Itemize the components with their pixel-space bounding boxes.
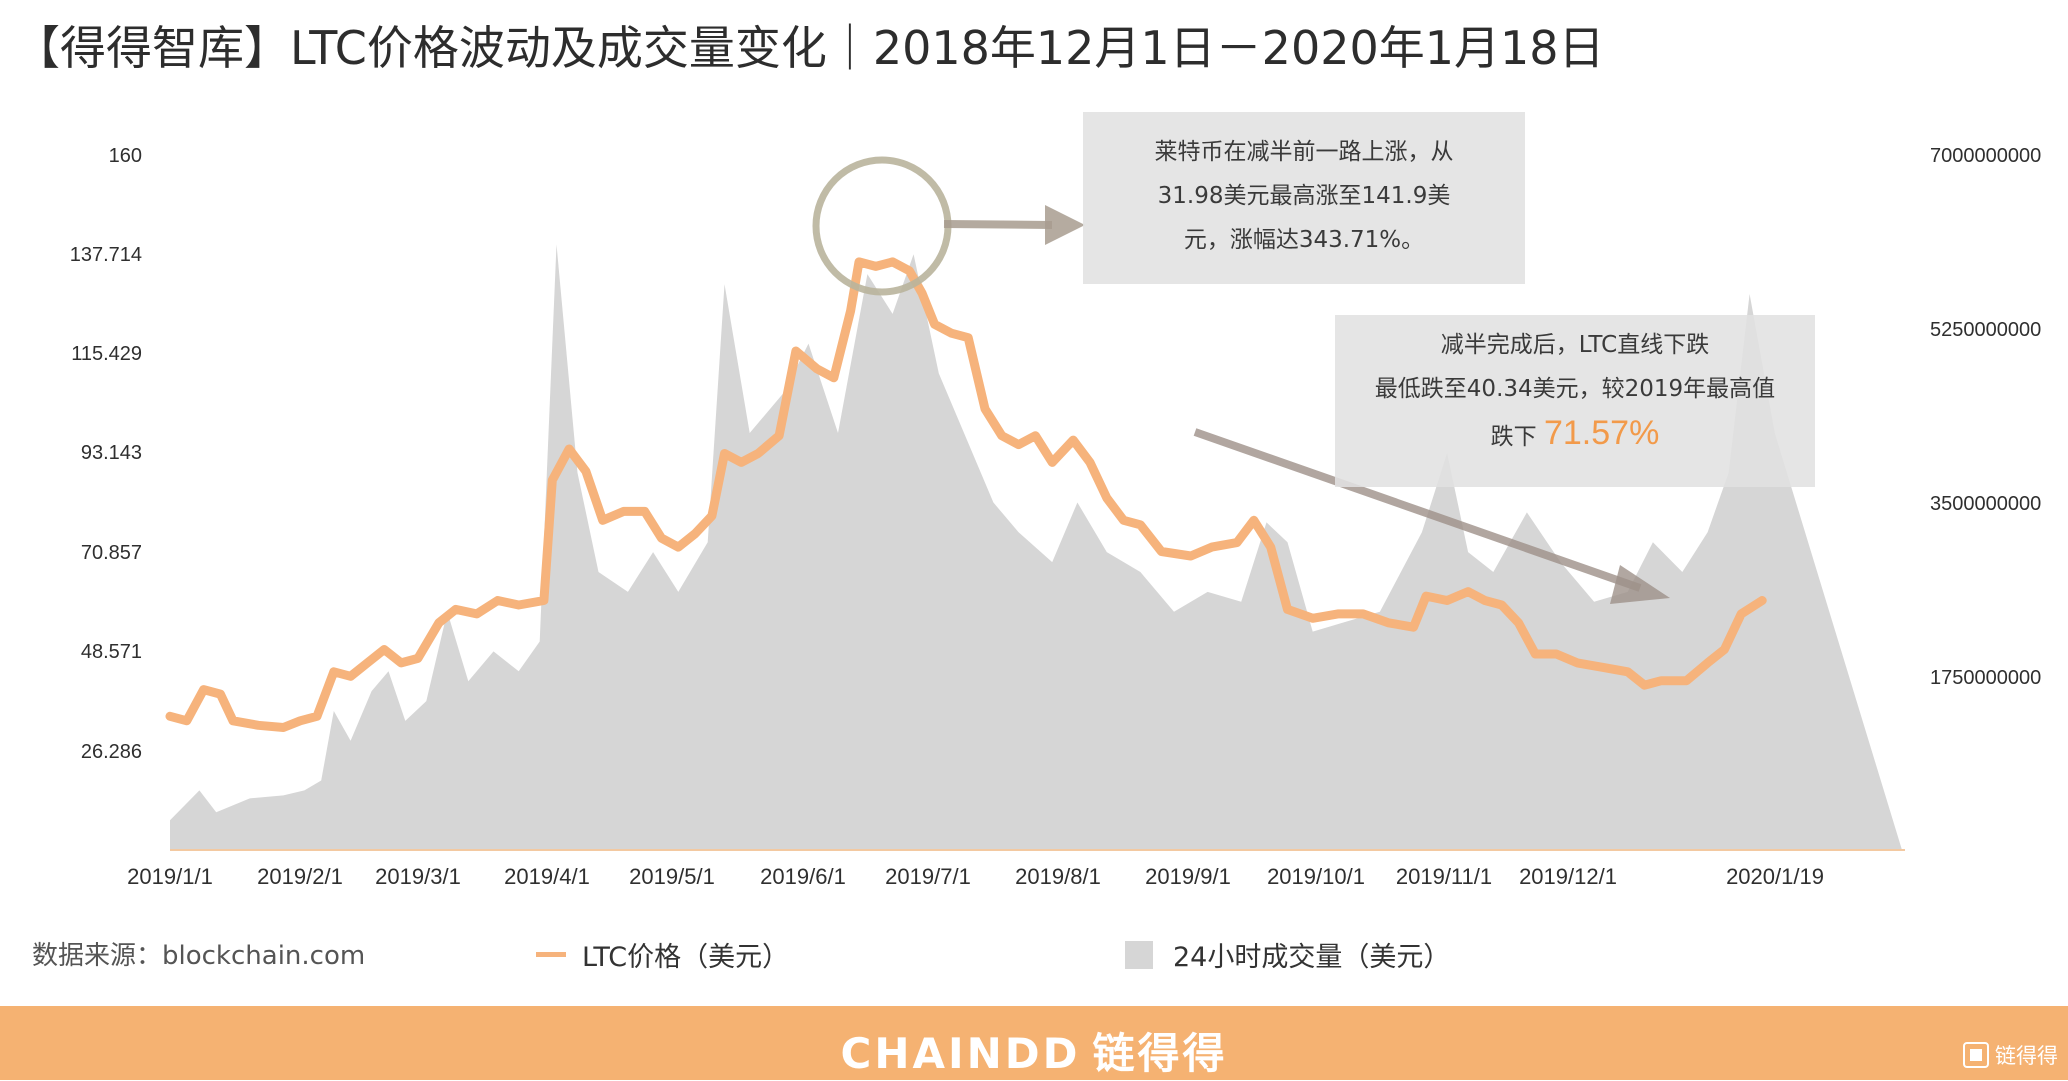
note-line: 元，涨幅达343.71%。: [1183, 227, 1425, 253]
y-left-tick-label: 160: [109, 145, 142, 167]
note-line: 最低跌至40.34美元，较2019年最高值: [1374, 376, 1776, 402]
x-tick-label: 2019/7/1: [885, 864, 971, 889]
footer-logo-text: 链得得: [1995, 1044, 2058, 1068]
peak-arrow-head: [1045, 205, 1085, 245]
x-tick-label: 2020/1/19: [1726, 864, 1824, 889]
y-left-tick-label: 70.857: [81, 542, 142, 564]
footer-logo: 链得得: [1963, 1040, 2058, 1070]
annotation-note-decline: 减半完成后，LTC直线下跌 最低跌至40.34美元，较2019年最高值 跌下 7…: [1335, 315, 1815, 487]
note-line: 减半完成后，LTC直线下跌: [1440, 332, 1710, 358]
x-tick-label: 2019/10/1: [1267, 864, 1365, 889]
y-right-tick-label: 7000000000: [1930, 145, 2041, 167]
y-left-tick-label: 115.429: [71, 343, 142, 365]
decline-arrow-shaft: [1193, 428, 1642, 592]
peak-highlight-circle: [812, 156, 952, 296]
note-line: 31.98美元最高涨至141.9美: [1157, 183, 1451, 209]
chart-svg: 160 137.714 115.429 93.143 70.857 48.571 26.28…: [70, 145, 2042, 889]
note-line-highlight-row: 跌下 71.57%: [1335, 411, 1815, 459]
x-tick-label: 2019/9/1: [1145, 864, 1231, 889]
price-line-layer: [165, 257, 1767, 732]
footer-brand-cn: 链得得: [1092, 1029, 1228, 1078]
y-right-tick-label: 1750000000: [1930, 667, 2041, 689]
legend-price-label: LTC价格（美元）: [582, 942, 790, 973]
x-tick-label: 2019/2/1: [257, 864, 343, 889]
logo-icon: [1963, 1042, 1989, 1068]
annotation-layer: [812, 156, 1670, 604]
x-tick-label: 2019/6/1: [760, 864, 846, 889]
volume-area-layer: [170, 244, 1902, 850]
x-tick-label: 2019/1/1: [127, 864, 213, 889]
decline-arrow-head: [1610, 565, 1670, 604]
footer-brand: CHAINDD 链得得: [0, 1020, 2068, 1081]
legend-area-swatch: [1125, 940, 1153, 969]
legend-price: LTC价格（美元）: [536, 935, 789, 974]
y-left-tick-label: 93.143: [81, 442, 142, 464]
y-right-tick-label: 5250000000: [1930, 319, 2041, 341]
x-tick-label: 2019/8/1: [1015, 864, 1101, 889]
footer-brand-en: CHAINDD: [840, 1029, 1081, 1078]
legend-volume-label: 24小时成交量（美元）: [1173, 942, 1451, 973]
y-left-tick-label: 137.714: [70, 244, 142, 266]
peak-arrow-shaft: [943, 220, 1053, 229]
price-line: [165, 257, 1767, 732]
axes-layer: 160 137.714 115.429 93.143 70.857 48.571 26.28…: [70, 145, 2042, 889]
volume-area: [170, 244, 1902, 850]
x-tick-label: 2019/3/1: [375, 864, 461, 889]
x-tick-label: 2019/4/1: [504, 864, 590, 889]
x-tick-label: 2019/11/1: [1396, 864, 1492, 889]
x-tick-label: 2019/5/1: [629, 864, 715, 889]
annotation-note-rise: 莱特币在减半前一路上涨，从 31.98美元最高涨至141.9美 元，涨幅达343…: [1083, 112, 1525, 284]
chart-title: 【得得智库】LTC价格波动及成交量变化｜2018年12月1日－2020年1月18…: [14, 21, 1605, 75]
footer-bar: CHAINDD 链得得 链得得: [0, 1006, 2068, 1080]
note-prefix: 跌下: [1490, 424, 1537, 450]
legend-line-swatch: [536, 952, 566, 957]
note-line: 莱特币在减半前一路上涨，从: [1154, 139, 1454, 165]
data-source: 数据来源：blockchain.com: [32, 941, 366, 971]
decline-percentage: 71.57%: [1543, 414, 1660, 452]
y-right-tick-label: 3500000000: [1930, 493, 2041, 515]
y-left-tick-label: 26.286: [81, 741, 142, 763]
legend-volume: 24小时成交量（美元）: [1125, 935, 1450, 974]
x-tick-label: 2019/12/1: [1519, 864, 1617, 889]
y-left-tick-label: 48.571: [81, 641, 142, 663]
